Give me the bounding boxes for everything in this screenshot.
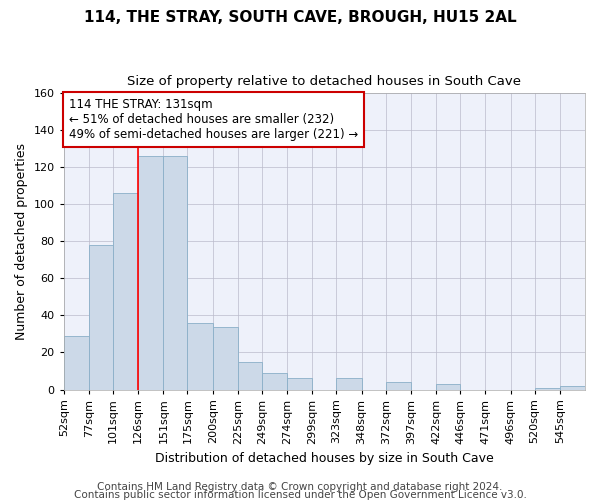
Bar	[89, 245, 113, 390]
Bar	[287, 378, 312, 390]
Bar	[64, 336, 89, 390]
Bar	[238, 362, 262, 390]
Text: 114 THE STRAY: 131sqm
← 51% of detached houses are smaller (232)
49% of semi-det: 114 THE STRAY: 131sqm ← 51% of detached …	[69, 98, 358, 141]
X-axis label: Distribution of detached houses by size in South Cave: Distribution of detached houses by size …	[155, 452, 494, 465]
Text: 114, THE STRAY, SOUTH CAVE, BROUGH, HU15 2AL: 114, THE STRAY, SOUTH CAVE, BROUGH, HU15…	[83, 10, 517, 25]
Bar	[436, 384, 460, 390]
Text: Contains public sector information licensed under the Open Government Licence v3: Contains public sector information licen…	[74, 490, 526, 500]
Bar	[113, 194, 138, 390]
Bar	[138, 156, 163, 390]
Bar	[212, 326, 238, 390]
Bar	[337, 378, 362, 390]
Text: Contains HM Land Registry data © Crown copyright and database right 2024.: Contains HM Land Registry data © Crown c…	[97, 482, 503, 492]
Bar	[163, 156, 187, 390]
Bar	[560, 386, 585, 390]
Bar	[187, 323, 212, 390]
Y-axis label: Number of detached properties: Number of detached properties	[15, 143, 28, 340]
Bar	[386, 382, 411, 390]
Bar	[262, 373, 287, 390]
Bar	[535, 388, 560, 390]
Title: Size of property relative to detached houses in South Cave: Size of property relative to detached ho…	[127, 75, 521, 88]
